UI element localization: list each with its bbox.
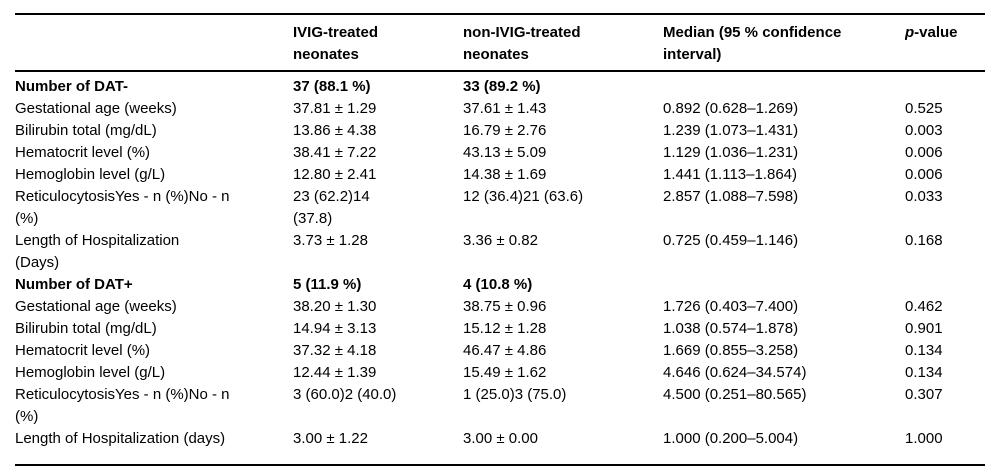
cell-nonivig: 14.38 ± 1.69 (463, 166, 547, 183)
row-label: ReticulocytosisYes - n (%)No - n (%) (15, 188, 230, 227)
cell-ivig: 3 (60.0)2 (40.0) (293, 386, 397, 403)
row-label: Hematocrit level (%) (15, 144, 151, 161)
cell-ivig: 37.32 ± 4.18 (293, 342, 377, 359)
cell-pvalue: 0.003 (905, 122, 943, 139)
table-row-hematocrit-dat-plus: Hematocrit level (%) 37.32 ± 4.18 46.47 … (15, 340, 985, 362)
cell-median: 1.726 (0.403–7.400) (663, 298, 799, 315)
cell-nonivig: 16.79 ± 2.76 (463, 122, 547, 139)
row-label: Length of Hospitalization (Days) (15, 232, 180, 271)
neonates-comparison-table: IVIG-treated neonates non-IVIG-treated n… (15, 13, 985, 466)
cell-median: 0.892 (0.628–1.269) (663, 100, 799, 117)
row-label: Hematocrit level (%) (15, 342, 151, 359)
cell-nonivig: 1 (25.0)3 (75.0) (463, 386, 567, 403)
row-label: Bilirubin total (mg/dL) (15, 122, 157, 139)
table-row-number-of-dat-minus: Number of DAT- 37 (88.1 %) 33 (89.2 %) (15, 71, 985, 98)
row-label: Bilirubin total (mg/dL) (15, 320, 157, 337)
cell-median: 1.441 (1.113–1.864) (663, 166, 797, 183)
cell-ivig: 37.81 ± 1.29 (293, 100, 377, 117)
cell-ivig: 3.00 ± 1.22 (293, 430, 368, 447)
table-row-bilirubin-dat-plus: Bilirubin total (mg/dL) 14.94 ± 3.13 15.… (15, 318, 985, 340)
row-label: Length of Hospitalization (days) (15, 430, 226, 447)
cell-pvalue: 0.006 (905, 144, 943, 161)
cell-ivig: 12.44 ± 1.39 (293, 364, 377, 381)
table-header: IVIG-treated neonates non-IVIG-treated n… (15, 14, 985, 72)
header-empty (15, 14, 293, 72)
cell-nonivig: 4 (10.8 %) (463, 276, 533, 293)
cell-median: 1.239 (1.073–1.431) (663, 122, 799, 139)
header-p-value: p-value (905, 14, 985, 72)
cell-ivig: 23 (62.2)14 (37.8) (293, 188, 370, 227)
table-row-gestational-age-dat-minus: Gestational age (weeks) 37.81 ± 1.29 37.… (15, 98, 985, 120)
cell-pvalue: 0.033 (905, 188, 943, 205)
cell-nonivig: 33 (89.2 %) (463, 78, 541, 95)
cell-nonivig: 12 (36.4)21 (63.6) (463, 188, 584, 205)
cell-median (663, 71, 905, 98)
cell-pvalue: 1.000 (905, 430, 943, 447)
cell-pvalue: 0.901 (905, 320, 943, 337)
cell-median: 0.725 (0.459–1.146) (663, 232, 799, 249)
cell-nonivig: 46.47 ± 4.86 (463, 342, 547, 359)
cell-pvalue: 0.525 (905, 100, 943, 117)
table-row-hemoglobin-dat-minus: Hemoglobin level (g/L) 12.80 ± 2.41 14.3… (15, 164, 985, 186)
table-row-hospitalization-dat-minus: Length of Hospitalization (Days) 3.73 ± … (15, 230, 985, 274)
cell-median: 1.038 (0.574–1.878) (663, 320, 799, 337)
cell-median: 1.000 (0.200–5.004) (663, 430, 799, 447)
table-row-hospitalization-dat-plus: Length of Hospitalization (days) 3.00 ± … (15, 428, 985, 465)
cell-median: 1.669 (0.855–3.258) (663, 342, 799, 359)
cell-nonivig: 3.36 ± 0.82 (463, 232, 538, 249)
row-label: Hemoglobin level (g/L) (15, 364, 166, 381)
row-label: Gestational age (weeks) (15, 100, 177, 117)
table-row-reticulocytosis-dat-plus: ReticulocytosisYes - n (%)No - n (%) 3 (… (15, 384, 985, 428)
header-ivig-treated: IVIG-treated neonates (293, 14, 463, 72)
cell-pvalue (905, 71, 985, 98)
cell-ivig: 5 (11.9 %) (293, 276, 362, 293)
row-label: Number of DAT- (15, 78, 129, 95)
table-row-bilirubin-dat-minus: Bilirubin total (mg/dL) 13.86 ± 4.38 16.… (15, 120, 985, 142)
cell-pvalue: 0.006 (905, 166, 943, 183)
row-label: ReticulocytosisYes - n (%)No - n (%) (15, 386, 230, 425)
table-body: Number of DAT- 37 (88.1 %) 33 (89.2 %) G… (15, 71, 985, 465)
cell-pvalue: 0.462 (905, 298, 943, 315)
cell-median: 4.500 (0.251–80.565) (663, 386, 807, 403)
cell-pvalue: 0.168 (905, 232, 943, 249)
cell-ivig: 14.94 ± 3.13 (293, 320, 377, 337)
cell-pvalue: 0.134 (905, 342, 943, 359)
cell-median: 2.857 (1.088–7.598) (663, 188, 799, 205)
p-value-rest: -value (914, 24, 958, 41)
header-row: IVIG-treated neonates non-IVIG-treated n… (15, 14, 985, 72)
cell-pvalue: 0.307 (905, 386, 943, 403)
row-label: Number of DAT+ (15, 276, 133, 293)
table-row-gestational-age-dat-plus: Gestational age (weeks) 38.20 ± 1.30 38.… (15, 296, 985, 318)
cell-ivig: 12.80 ± 2.41 (293, 166, 377, 183)
table-row-number-of-dat-plus: Number of DAT+ 5 (11.9 %) 4 (10.8 %) (15, 274, 985, 296)
header-median-ci: Median (95 % confidence interval) (663, 14, 905, 72)
cell-ivig: 38.41 ± 7.22 (293, 144, 377, 161)
cell-nonivig: 38.75 ± 0.96 (463, 298, 547, 315)
header-non-ivig-treated: non-IVIG-treated neonates (463, 14, 663, 72)
cell-nonivig: 15.49 ± 1.62 (463, 364, 547, 381)
cell-nonivig: 43.13 ± 5.09 (463, 144, 547, 161)
cell-pvalue (905, 274, 985, 296)
cell-nonivig: 15.12 ± 1.28 (463, 320, 547, 337)
cell-median (663, 274, 905, 296)
cell-pvalue: 0.134 (905, 364, 943, 381)
row-label: Gestational age (weeks) (15, 298, 177, 315)
cell-ivig: 3.73 ± 1.28 (293, 232, 368, 249)
cell-ivig: 13.86 ± 4.38 (293, 122, 377, 139)
p-value-italic-p: p (905, 24, 915, 41)
row-label: Hemoglobin level (g/L) (15, 166, 166, 183)
cell-ivig: 37 (88.1 %) (293, 78, 371, 95)
cell-nonivig: 3.00 ± 0.00 (463, 430, 538, 447)
cell-median: 1.129 (1.036–1.231) (663, 144, 799, 161)
cell-ivig: 38.20 ± 1.30 (293, 298, 377, 315)
table-row-reticulocytosis-dat-minus: ReticulocytosisYes - n (%)No - n (%) 23 … (15, 186, 985, 230)
cell-median: 4.646 (0.624–34.574) (663, 364, 807, 381)
table-row-hemoglobin-dat-plus: Hemoglobin level (g/L) 12.44 ± 1.39 15.4… (15, 362, 985, 384)
table-row-hematocrit-dat-minus: Hematocrit level (%) 38.41 ± 7.22 43.13 … (15, 142, 985, 164)
cell-nonivig: 37.61 ± 1.43 (463, 100, 547, 117)
